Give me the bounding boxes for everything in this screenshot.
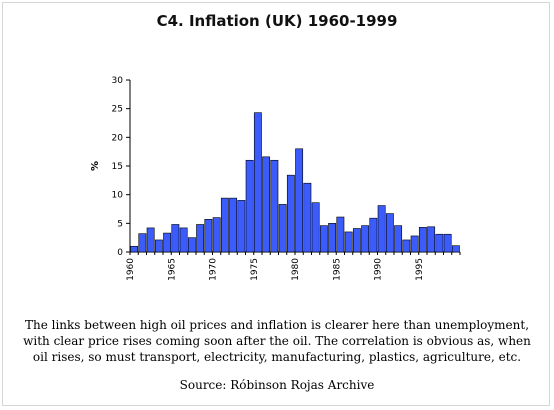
bar-1978 xyxy=(278,204,287,253)
chart-caption: The links between high oil prices and in… xyxy=(23,318,531,364)
bar-1966 xyxy=(179,227,188,253)
bar-1970 xyxy=(212,217,221,253)
bar-1968 xyxy=(196,224,205,253)
x-tick-label: 1985 xyxy=(332,258,342,281)
bar-1986 xyxy=(344,231,353,253)
bar-1961 xyxy=(138,233,147,253)
y-tick-label: 25 xyxy=(112,105,123,115)
bar-1960 xyxy=(130,245,139,253)
bar-1980 xyxy=(295,148,304,253)
x-tick-label: 1965 xyxy=(167,258,177,281)
bar-1981 xyxy=(303,182,312,253)
bar-1976 xyxy=(262,156,271,253)
bar-1995 xyxy=(418,227,427,253)
bar-1984 xyxy=(328,223,337,253)
bar-1969 xyxy=(204,219,213,253)
chart-title: C4. Inflation (UK) 1960-1999 xyxy=(156,12,398,30)
bar-1991 xyxy=(385,213,394,253)
bar-1975 xyxy=(253,112,262,253)
y-tick-label: 0 xyxy=(117,248,123,258)
bar-1972 xyxy=(229,197,238,253)
y-tick-label: 20 xyxy=(112,133,124,143)
bar-1998 xyxy=(443,233,452,253)
bar-1964 xyxy=(163,232,172,253)
bar-1999 xyxy=(451,245,460,253)
chart-bars xyxy=(130,112,460,253)
bar-1992 xyxy=(394,225,403,253)
y-tick-label: 10 xyxy=(112,191,124,201)
bar-1993 xyxy=(402,239,411,253)
bar-1985 xyxy=(336,216,345,253)
bar-1987 xyxy=(352,228,361,253)
bar-1973 xyxy=(237,200,246,253)
y-axis-ticks: 0 5 10 15 20 25 30 xyxy=(112,76,130,258)
x-tick-label: 1990 xyxy=(374,258,384,281)
bar-1967 xyxy=(187,237,196,253)
bar-1996 xyxy=(427,226,436,253)
bar-1983 xyxy=(319,225,328,253)
x-tick-label: 1980 xyxy=(291,258,301,281)
chart-axes xyxy=(129,80,460,253)
source-note: Source: Róbinson Rojas Archive xyxy=(179,378,375,392)
bar-1979 xyxy=(286,174,295,253)
y-tick-label: 15 xyxy=(112,162,123,172)
bar-1989 xyxy=(369,217,378,253)
bar-1988 xyxy=(361,225,370,253)
bar-1994 xyxy=(410,235,419,253)
x-axis-ticks: 1960 1965 1970 1975 1980 1985 1990 1995 xyxy=(126,252,461,281)
figure-frame xyxy=(2,2,550,406)
bar-1982 xyxy=(311,202,320,253)
y-axis-label: % xyxy=(90,161,101,171)
bar-1990 xyxy=(377,205,386,253)
x-tick-label: 1960 xyxy=(126,258,136,281)
bar-1962 xyxy=(146,227,155,253)
x-tick-label: 1970 xyxy=(209,258,219,281)
x-tick-label: 1995 xyxy=(415,258,425,281)
y-tick-label: 5 xyxy=(117,219,123,229)
bar-1963 xyxy=(154,239,163,253)
y-tick-label: 30 xyxy=(112,76,124,86)
x-tick-label: 1975 xyxy=(250,258,260,281)
bar-1965 xyxy=(171,224,180,253)
bar-1977 xyxy=(270,159,279,253)
bar-1971 xyxy=(220,197,229,253)
bar-1974 xyxy=(245,159,254,253)
bar-1997 xyxy=(435,233,444,253)
